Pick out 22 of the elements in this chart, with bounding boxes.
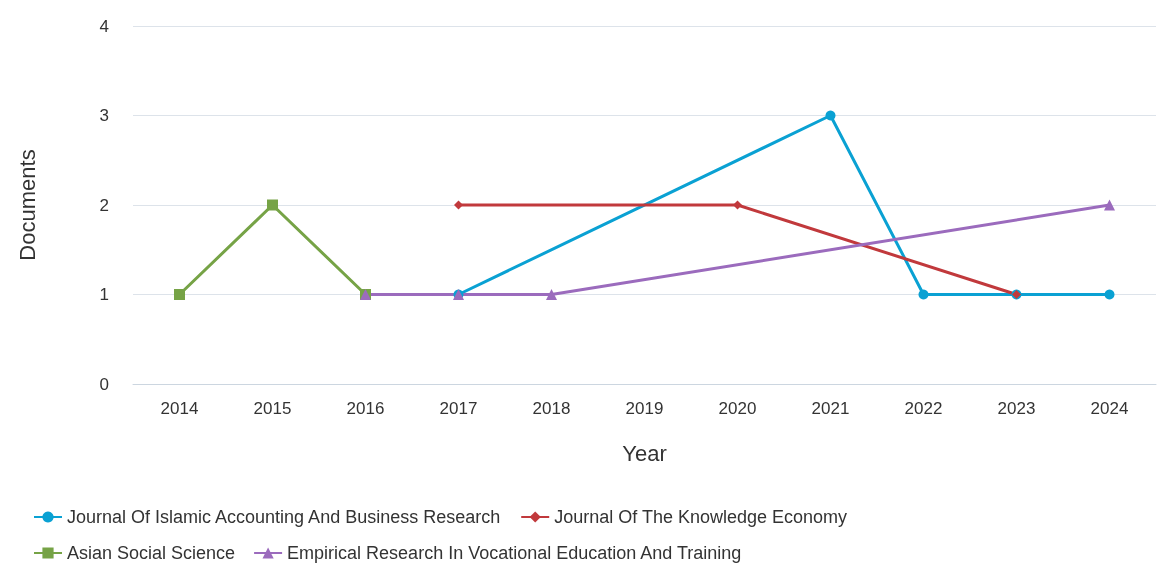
y-axis-title: Documents [14, 149, 40, 261]
x-tick-label: 2024 [1090, 399, 1129, 418]
x-tick-label: 2021 [811, 399, 850, 418]
legend-label: Empirical Research In Vocational Education And Training [287, 543, 742, 563]
x-tick-label: 2015 [253, 399, 292, 418]
legend-label: Journal Of The Knowledge Economy [554, 507, 848, 527]
x-axis-title: Year [622, 440, 667, 466]
x-tick-label: 2016 [346, 399, 385, 418]
legend-label: Asian Social Science [67, 543, 236, 563]
y-tick-label: 2 [99, 195, 109, 215]
y-tick-label: 1 [99, 285, 109, 304]
y-tick-label: 0 [99, 374, 109, 394]
x-tick-label: 2014 [160, 399, 199, 418]
y-tick-label: 4 [99, 16, 109, 36]
x-tick-label: 2020 [718, 399, 757, 418]
x-tick-label: 2022 [904, 399, 943, 418]
x-tick-label: 2018 [532, 399, 571, 418]
x-tick-label: 2023 [997, 399, 1036, 418]
x-tick-label: 2019 [625, 399, 664, 418]
y-tick-label: 3 [99, 106, 109, 125]
legend-label: Journal Of Islamic Accounting And Business Research [67, 507, 501, 527]
x-tick-label: 2017 [439, 399, 478, 418]
